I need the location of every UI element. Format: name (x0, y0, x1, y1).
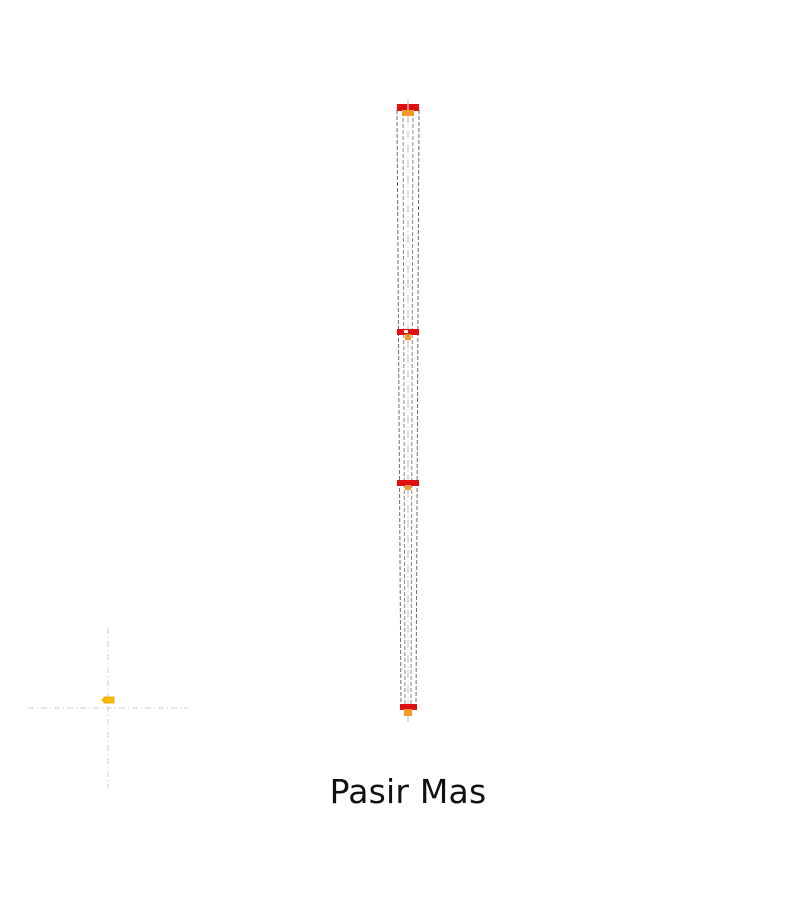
diagram-caption: Pasir Mas (329, 772, 487, 811)
column-member (396, 100, 420, 722)
column-outer-right (415, 109, 420, 709)
section-marker-lower-mid (397, 480, 419, 490)
section-marker-top (397, 104, 419, 116)
origin-node-icon (101, 696, 115, 704)
column-outer-left (396, 109, 402, 709)
crosshair-icon (28, 628, 188, 788)
column-inner-left (402, 111, 406, 707)
section-marker-upper-mid (397, 329, 419, 340)
section-marker-bottom (400, 704, 417, 716)
column-inner-right (410, 111, 414, 707)
